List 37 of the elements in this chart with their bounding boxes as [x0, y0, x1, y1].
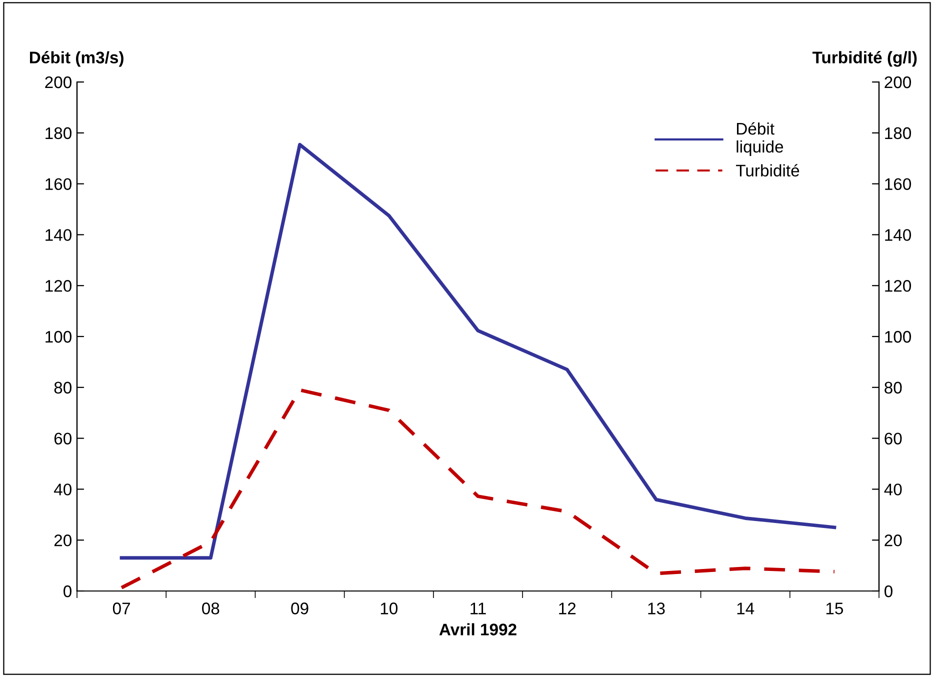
y-tick-label: 200 — [45, 76, 72, 88]
y-tick-label: 60 — [54, 432, 72, 445]
y2-tick-label: 180 — [885, 127, 912, 140]
x-axis-title: Avril 1992 — [439, 623, 516, 636]
y-tick-label: 180 — [46, 127, 72, 140]
y-tick-label: 140 — [46, 229, 72, 241]
y2-axis-title: Turbidité (g/l) — [812, 50, 917, 67]
y-tick-label: 120 — [46, 280, 72, 292]
line-series — [120, 388, 836, 590]
y2-tick-label: 140 — [885, 229, 912, 241]
y-tick-label: 100 — [46, 330, 72, 343]
y2-tick-label: 160 — [885, 178, 912, 190]
y2-tick-label: 40 — [884, 484, 902, 496]
x-tick-label: 07 — [112, 602, 130, 614]
y-tick-label: 20 — [54, 534, 72, 546]
legend-label: Débit liquide — [736, 122, 784, 156]
y-tick-label: 0 — [64, 585, 72, 598]
y-tick-label: 40 — [54, 484, 72, 496]
x-tick-label: 10 — [380, 602, 398, 614]
y-axis-title: Débit (m3/s) — [30, 51, 124, 67]
x-tick-label: 11 — [470, 602, 486, 614]
y2-tick-label: 200 — [884, 76, 912, 88]
y2-tick-label: 20 — [884, 534, 902, 546]
y2-tick-label: 60 — [884, 432, 902, 445]
x-tick-label: 14 — [737, 602, 754, 614]
x-tick-label: 09 — [291, 602, 308, 614]
y2-tick-label: 0 — [884, 585, 892, 598]
x-tick-label: 13 — [648, 602, 665, 614]
y2-tick-label: 100 — [885, 330, 912, 343]
y-tick-label: 80 — [54, 382, 72, 394]
x-tick-label: 08 — [202, 602, 220, 614]
legend-label: Turbidité — [736, 164, 800, 177]
x-tick-label: 15 — [826, 602, 844, 614]
y2-tick-label: 120 — [885, 280, 912, 292]
x-tick-label: 12 — [559, 602, 576, 614]
y2-tick-label: 80 — [884, 382, 902, 394]
y-tick-label: 160 — [46, 178, 72, 190]
